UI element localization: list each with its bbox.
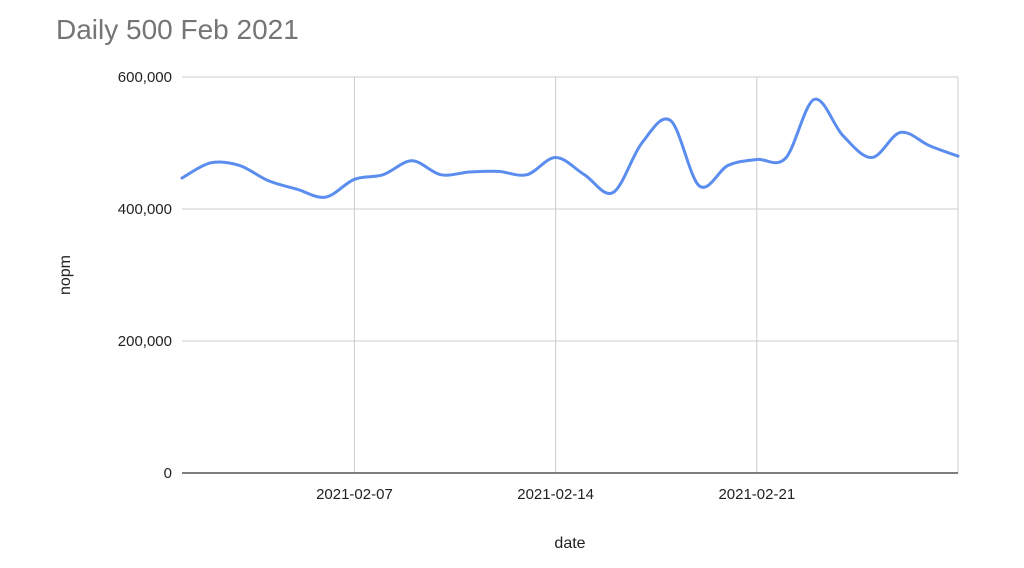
data-point bbox=[352, 177, 356, 181]
y-tick-label: 0 bbox=[164, 465, 172, 482]
x-tick-label: 2021-02-14 bbox=[517, 486, 594, 503]
data-point bbox=[554, 156, 558, 160]
data-points bbox=[180, 97, 960, 199]
data-point bbox=[295, 187, 299, 191]
chart-title: Daily 500 Feb 2021 bbox=[56, 14, 299, 45]
y-tick-labels: 0 200,000 400,000 600,000 bbox=[118, 69, 172, 482]
data-point bbox=[640, 141, 644, 145]
gridlines bbox=[182, 76, 959, 473]
data-point bbox=[237, 163, 241, 167]
y-tick-label: 600,000 bbox=[118, 69, 172, 86]
data-point bbox=[611, 191, 615, 195]
data-point bbox=[324, 195, 328, 199]
y-axis-label: nopm bbox=[57, 255, 74, 295]
data-point bbox=[784, 156, 788, 160]
data-point bbox=[266, 179, 270, 183]
data-point bbox=[582, 173, 586, 177]
data-point bbox=[927, 144, 931, 148]
data-point bbox=[180, 176, 184, 180]
data-point bbox=[209, 161, 213, 165]
series-line-nopm bbox=[180, 97, 960, 199]
data-point bbox=[812, 97, 816, 101]
data-point bbox=[755, 158, 759, 162]
data-point bbox=[410, 159, 414, 163]
data-point bbox=[467, 170, 471, 174]
data-point bbox=[870, 156, 874, 160]
data-point bbox=[669, 119, 673, 123]
y-tick-label: 400,000 bbox=[118, 201, 172, 218]
data-point bbox=[697, 184, 701, 188]
x-tick-labels: 2021-02-07 2021-02-14 2021-02-21 bbox=[316, 486, 795, 503]
data-point bbox=[496, 169, 500, 173]
data-point bbox=[726, 163, 730, 167]
data-point bbox=[439, 173, 443, 177]
data-point bbox=[525, 173, 529, 177]
data-point bbox=[899, 130, 903, 134]
data-point bbox=[841, 134, 845, 138]
x-tick-label: 2021-02-21 bbox=[718, 486, 795, 503]
x-axis-label: date bbox=[554, 535, 585, 552]
data-point bbox=[956, 154, 960, 158]
data-point bbox=[381, 173, 385, 177]
x-tick-label: 2021-02-07 bbox=[316, 486, 393, 503]
y-tick-label: 200,000 bbox=[118, 333, 172, 350]
